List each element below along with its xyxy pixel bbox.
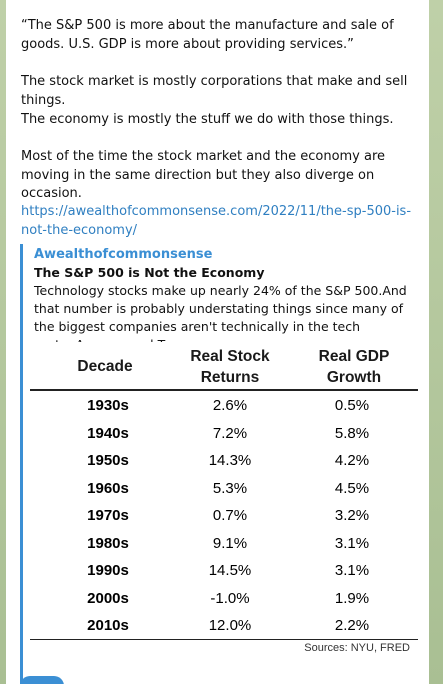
cell-stock-return: 14.3% (208, 452, 252, 469)
message-line-3: Most of the time the stock market and th… (21, 149, 386, 201)
cell-gdp-growth: 3.2% (334, 507, 370, 524)
message-line-2: The economy is mostly the stuff we do wi… (21, 112, 394, 127)
cell-stock-return: 12.0% (208, 617, 252, 634)
cell-stock-return: 2.6% (212, 397, 248, 414)
cell-decade: 1930s (87, 397, 129, 414)
table-source: Sources: NYU, FRED (304, 642, 410, 654)
header-divider (30, 389, 418, 391)
cell-decade: 2000s (87, 589, 129, 607)
preview-description: Technology stocks make up nearly 24% of … (34, 283, 407, 352)
cell-stock-return: -1.0% (210, 589, 250, 607)
cell-decade: 1990s (87, 562, 129, 579)
cell-gdp-growth: 3.1% (334, 534, 370, 552)
cell-decade: 1980s (87, 534, 129, 552)
header-real-stock-returns: Real Stock Returns (190, 348, 270, 386)
cell-decade: 1940s (87, 424, 129, 442)
cell-stock-return: 0.7% (212, 507, 248, 524)
table-row: 1950s 14.3% 4.2% (30, 448, 418, 476)
preview-title: The S&P 500 is Not the Economy (34, 265, 265, 280)
cell-stock-return: 5.3% (212, 479, 248, 497)
header-real-gdp-growth: Real GDP Growth (318, 348, 390, 386)
header-decade: Decade (77, 358, 133, 375)
cell-gdp-growth: 2.2% (334, 617, 370, 634)
cell-gdp-growth: 3.1% (334, 562, 370, 579)
message-quote: “The S&P 500 is more about the manufactu… (21, 18, 394, 52)
table-row: 1990s 14.5% 3.1% (30, 558, 418, 586)
preview-site-name: Awealthofcommonsense (34, 247, 213, 262)
cell-gdp-growth: 0.5% (334, 397, 370, 414)
preview-image-table[interactable]: Decade Real Stock Returns Real GDP Growt… (30, 342, 418, 662)
cell-decade: 1970s (87, 507, 129, 524)
cell-gdp-growth: 5.8% (334, 424, 370, 442)
cell-stock-return: 9.1% (212, 534, 248, 552)
table-row: 1960s 5.3% 4.5% (30, 476, 418, 504)
cell-stock-return: 7.2% (212, 424, 248, 442)
table-row: 1970s 0.7% 3.2% (30, 503, 418, 531)
table-row: 1930s 2.6% 0.5% (30, 393, 418, 421)
link-preview[interactable]: Awealthofcommonsense The S&P 500 is Not … (20, 244, 425, 684)
cell-decade: 1960s (87, 479, 129, 497)
cell-decade: 2010s (87, 617, 129, 634)
table-row: 1980s 9.1% 3.1% (30, 531, 418, 559)
table-row: 1940s 7.2% 5.8% (30, 421, 418, 449)
cell-gdp-growth: 4.2% (334, 452, 370, 469)
table-bottom-divider (30, 639, 418, 640)
article-link[interactable]: https://awealthofcommonsense.com/2022/11… (21, 204, 412, 238)
table-row: 2010s 12.0% 2.2% (30, 613, 418, 641)
cell-gdp-growth: 1.9% (334, 589, 370, 607)
cell-stock-return: 14.5% (208, 562, 252, 579)
message-line-1: The stock market is mostly corporations … (21, 74, 408, 108)
reaction-button[interactable] (20, 676, 64, 684)
cell-decade: 1950s (87, 452, 129, 469)
cell-gdp-growth: 4.5% (334, 479, 370, 497)
table-row: 2000s -1.0% 1.9% (30, 586, 418, 614)
message-bubble: “The S&P 500 is more about the manufactu… (6, 0, 429, 684)
